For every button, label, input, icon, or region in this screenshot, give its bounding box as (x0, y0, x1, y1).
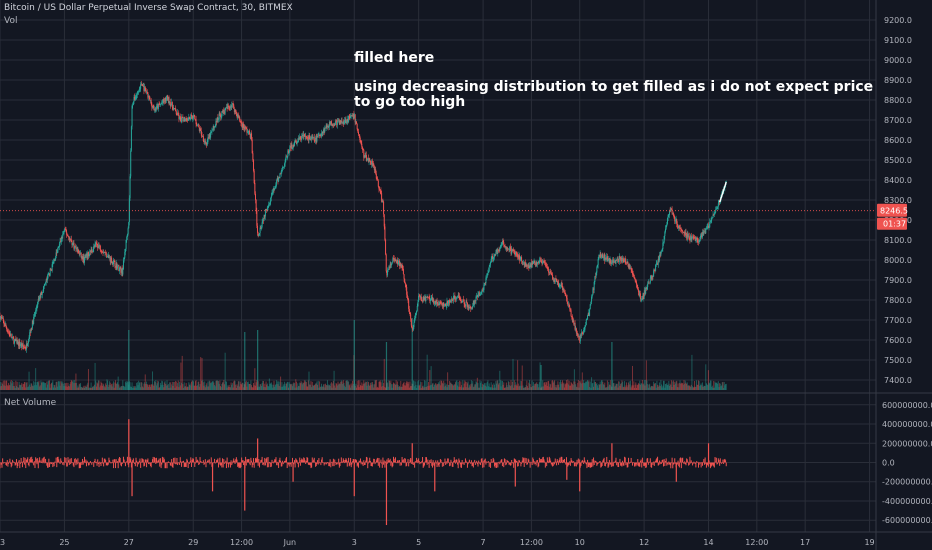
price-tick-label: 8100.0 (884, 236, 912, 245)
candle-timer: 01:37 (883, 220, 906, 229)
price-tick-label: 8400.0 (884, 176, 912, 185)
time-axis[interactable]: 23 25 27 29 12:00 Jun 3 5 7 12:00 10 12 14 12:00 17 19 (0, 538, 875, 547)
time-tick-label: 5 (416, 538, 421, 547)
time-tick-label: 3 (352, 538, 357, 547)
time-tick-label: Jun (283, 538, 297, 547)
chart-title: Bitcoin / US Dollar Perpetual Inverse Sw… (4, 3, 293, 13)
time-tick-label: 7 (481, 538, 486, 547)
annotation-distribution: using decreasing distribution to get fil… (354, 79, 874, 110)
trend-line (719, 181, 727, 203)
volume-bars (0, 318, 727, 390)
net-volume-indicator-label[interactable]: Net Volume (4, 398, 57, 408)
volume-indicator-label[interactable]: Vol (4, 16, 18, 26)
price-tick-label: 7800.0 (884, 296, 912, 305)
time-tick-label: 25 (59, 538, 69, 547)
last-price-badge: 8246.5 01:37 (0, 181, 908, 230)
time-tick-label: 27 (124, 538, 134, 547)
time-tick-label: 23 (0, 538, 5, 547)
net-volume-tick-label: -600000000.0 (882, 516, 932, 525)
net-volume-tick-label: 200000000.0 (882, 439, 932, 448)
price-tick-label: 9100.0 (884, 36, 912, 45)
time-tick-label: 12:00 (230, 538, 253, 547)
net-volume-axis[interactable]: 600000000.0 400000000.0 200000000.0 0.0 -200… (882, 401, 932, 525)
net-volume-tick-label: -400000000.0 (882, 497, 932, 506)
price-tick-label: 8900.0 (884, 76, 912, 85)
time-tick-label: 12 (639, 538, 649, 547)
price-tick-label: 7900.0 (884, 276, 912, 285)
price-tick-label: 7600.0 (884, 336, 912, 345)
price-tick-label: 8500.0 (884, 156, 912, 165)
time-tick-label: 29 (188, 538, 198, 547)
net-volume-tick-label: 600000000.0 (882, 401, 932, 410)
price-tick-label: 7700.0 (884, 316, 912, 325)
net-volume-tick-label: -200000000.0 (882, 478, 932, 487)
price-tick-label: 9200.0 (884, 16, 912, 25)
time-tick-label: 12:00 (520, 538, 543, 547)
time-tick-label: 19 (864, 538, 874, 547)
net-volume-tick-label: 0.0 (882, 459, 895, 468)
candles (0, 80, 727, 353)
price-tick-label: 7500.0 (884, 356, 912, 365)
price-tick-label: 8700.0 (884, 116, 912, 125)
price-tick-label: 9000.0 (884, 56, 912, 65)
net-volume-bars (0, 419, 727, 526)
time-tick-label: 12:00 (745, 538, 768, 547)
price-tick-label: 7400.0 (884, 376, 912, 385)
time-tick-label: 17 (800, 538, 810, 547)
time-tick-label: 10 (575, 538, 585, 547)
price-tick-label: 8600.0 (884, 136, 912, 145)
price-tick-label: 8800.0 (884, 96, 912, 105)
price-tick-label: 8300.0 (884, 196, 912, 205)
last-price-value: 8246.5 (880, 207, 908, 216)
annotation-filled: filled here (354, 50, 435, 66)
time-tick-label: 14 (703, 538, 713, 547)
price-tick-label: 8000.0 (884, 256, 912, 265)
net-volume-tick-label: 400000000.0 (882, 420, 932, 429)
